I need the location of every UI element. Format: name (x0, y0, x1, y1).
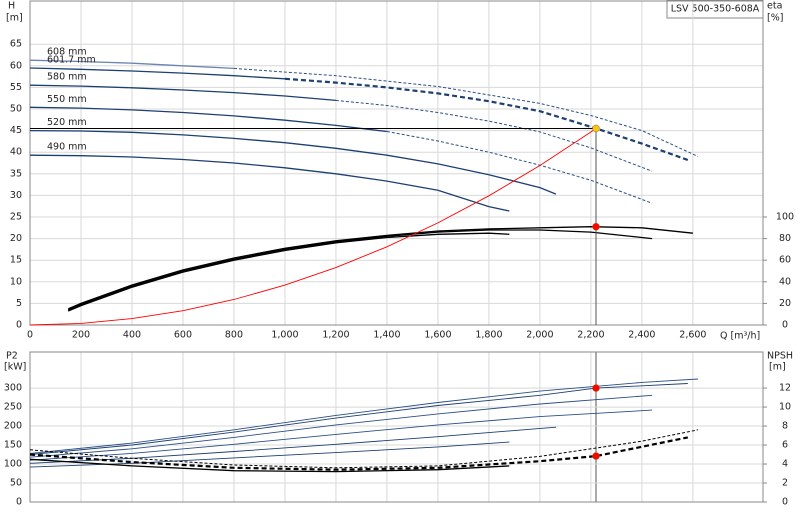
x-tick-label: 200 (72, 330, 90, 341)
curve (29, 154, 510, 212)
y-tick-label: 35 (10, 168, 22, 179)
x-tick-label: 1,200 (322, 330, 349, 341)
y-axis-label: P2 (6, 351, 18, 362)
curve (284, 77, 689, 162)
y-axis-unit: [m] (6, 13, 23, 24)
curve (29, 128, 597, 326)
y2-tick-label: 100 (776, 212, 794, 223)
x-tick-label: 2,600 (679, 330, 706, 341)
curve (67, 232, 510, 312)
y-tick-label: 55 (10, 82, 22, 93)
curve (29, 59, 235, 70)
curve (386, 131, 653, 204)
x-tick-label: 1,600 (424, 330, 451, 341)
y2-tick-label: 4 (782, 459, 788, 470)
curve (29, 106, 387, 133)
curve-label: 601.7 mm (47, 54, 96, 65)
duty-point (592, 384, 600, 392)
y2-tick-label: 0 (782, 497, 788, 508)
y-tick-label: 50 (10, 478, 22, 489)
curve (233, 67, 699, 157)
duty-point (592, 452, 600, 460)
curve-label: 490 mm (47, 142, 87, 153)
duty-point (592, 124, 600, 133)
curve (29, 429, 699, 469)
y-tick-label: 100 (4, 459, 22, 470)
y2-axis-unit: [%] (767, 13, 783, 24)
chart-title: LSV 500-350-608A (671, 4, 760, 15)
y2-tick-label: 12 (779, 383, 791, 394)
y-tick-label: 0 (16, 497, 22, 508)
curve (29, 394, 653, 458)
curve (335, 99, 653, 172)
y2-axis-label: NPSH (767, 351, 793, 362)
curve (29, 441, 510, 468)
x-tick-label: 400 (123, 330, 141, 341)
y-tick-label: 25 (10, 212, 22, 223)
curve (29, 426, 557, 464)
y2-tick-label: 40 (779, 276, 791, 287)
curve-label: 550 mm (47, 94, 87, 105)
x-tick-label: 1,800 (475, 330, 502, 341)
y2-tick-label: 2 (782, 478, 788, 489)
x-tick-label: 1,400 (373, 330, 400, 341)
curve (29, 67, 286, 80)
y-tick-label: 200 (4, 421, 22, 432)
plot-frame (29, 0, 764, 326)
y-axis-label: H (8, 1, 15, 12)
y-tick-label: 300 (4, 383, 22, 394)
curve (67, 226, 693, 310)
curve (29, 409, 653, 461)
x-axis-label: Q [m³/h] (720, 331, 760, 342)
y-tick-label: 15 (10, 255, 22, 266)
plot-frame (29, 351, 764, 503)
curve (67, 229, 653, 311)
curve-label: 580 mm (47, 72, 87, 83)
y2-tick-label: 0 (782, 320, 788, 331)
duty-point (592, 222, 600, 231)
x-tick-label: 0 (27, 330, 33, 341)
curve-label: 520 mm (47, 117, 87, 128)
y-tick-label: 250 (4, 402, 22, 413)
curve (29, 378, 699, 454)
x-tick-label: 600 (174, 330, 192, 341)
y2-axis-unit: [m] (769, 362, 786, 373)
y-tick-label: 150 (4, 440, 22, 451)
y-tick-label: 60 (10, 60, 22, 71)
curve (29, 84, 336, 102)
curve (29, 383, 688, 455)
y2-tick-label: 6 (782, 440, 788, 451)
x-tick-label: 1,000 (271, 330, 298, 341)
curve (29, 129, 557, 195)
x-tick-label: 2,000 (526, 330, 553, 341)
y2-tick-label: 20 (779, 298, 791, 309)
y2-axis-label: eta (767, 1, 782, 12)
y-tick-label: 45 (10, 125, 22, 136)
y-tick-label: 5 (16, 298, 22, 309)
curve-label: 608 mm (47, 47, 87, 58)
y-tick-label: 40 (10, 147, 22, 158)
y-tick-label: 30 (10, 190, 22, 201)
x-tick-label: 2,400 (628, 330, 655, 341)
y-tick-label: 65 (10, 39, 22, 50)
y2-tick-label: 10 (779, 402, 791, 413)
y2-tick-label: 8 (782, 421, 788, 432)
x-tick-label: 800 (225, 330, 243, 341)
y-tick-label: 20 (10, 233, 22, 244)
y-tick-label: 50 (10, 104, 22, 115)
y-axis-unit: [kW] (4, 362, 26, 373)
y2-tick-label: 60 (779, 255, 791, 266)
x-tick-label: 2,200 (577, 330, 604, 341)
y2-tick-label: 80 (779, 233, 791, 244)
curve (29, 458, 510, 473)
y-tick-label: 10 (10, 276, 22, 287)
y-tick-label: 0 (16, 320, 22, 331)
